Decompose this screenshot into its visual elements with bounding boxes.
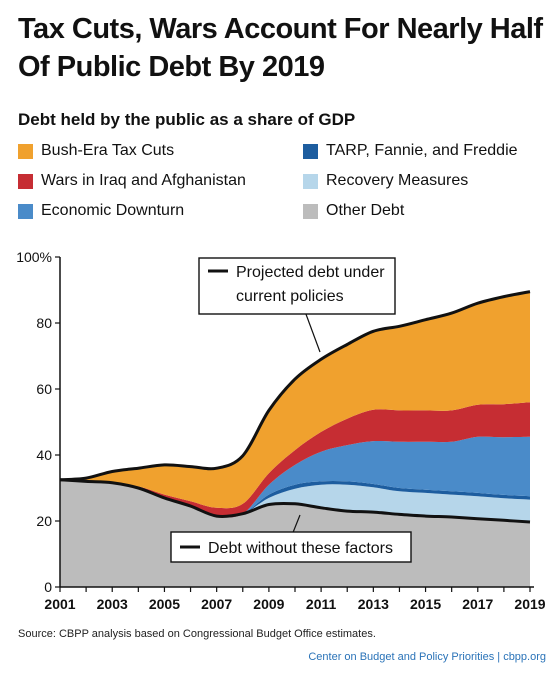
legend-label-recovery: Recovery Measures bbox=[326, 172, 469, 189]
y-tick-label: 20 bbox=[36, 513, 52, 529]
line-without-factors bbox=[59, 478, 531, 524]
area-tarp-fannie-and-freddie bbox=[60, 479, 530, 517]
area-wars-in-iraq-and-afghanistan bbox=[60, 402, 530, 518]
area-economic-downturn bbox=[60, 436, 530, 518]
area-recovery-measures bbox=[60, 479, 530, 522]
x-tick-label: 2017 bbox=[462, 596, 493, 612]
legend-label-other: Other Debt bbox=[326, 202, 405, 219]
source-note: Source: CBPP analysis based on Congressi… bbox=[18, 628, 376, 640]
x-tick-label: 2001 bbox=[44, 596, 75, 612]
legend-label-downturn: Economic Downturn bbox=[41, 202, 185, 219]
legend: Bush-Era Tax Cuts Wars in Iraq and Afgha… bbox=[18, 142, 548, 242]
title-line-2: Of Public Debt By 2019 bbox=[18, 51, 325, 83]
legend-item-tax-cuts: Bush-Era Tax Cuts bbox=[18, 142, 174, 160]
annotation-projected: Projected debt under current policies bbox=[198, 257, 396, 353]
legend-swatch-recovery bbox=[303, 173, 318, 189]
legend-label-tarp: TARP, Fannie, and Freddie bbox=[326, 142, 518, 159]
stacked-area-chart: 0 20 40 60 80 100% 2001 2003 2005 2007 2009 2011 201… bbox=[16, 249, 546, 612]
legend-item-downturn: Economic Downturn bbox=[18, 202, 184, 220]
line-projected-total bbox=[59, 290, 531, 482]
series-lines bbox=[59, 290, 531, 524]
x-tick-label: 2015 bbox=[410, 596, 441, 612]
legend-item-tarp: TARP, Fannie, and Freddie bbox=[303, 142, 518, 160]
x-tick-label: 2003 bbox=[97, 596, 128, 612]
area-bush-era-tax-cuts bbox=[60, 291, 530, 509]
chart-title: Tax Cuts, Wars Account For Nearly Half O… bbox=[18, 10, 548, 86]
annotation-text-projected-1: Projected debt under bbox=[236, 264, 385, 281]
annotation-without: Debt without these factors bbox=[170, 514, 412, 563]
title-line-1: Tax Cuts, Wars Account For Nearly Half bbox=[18, 13, 543, 45]
y-tick-label: 60 bbox=[36, 381, 52, 397]
x-tick-label: 2013 bbox=[358, 596, 389, 612]
legend-label-wars: Wars in Iraq and Afghanistan bbox=[41, 172, 246, 189]
y-tick-label: 100% bbox=[16, 249, 52, 265]
legend-item-wars: Wars in Iraq and Afghanistan bbox=[18, 172, 246, 190]
legend-swatch-tarp bbox=[303, 143, 318, 159]
chart-subtitle: Debt held by the public as a share of GD… bbox=[18, 110, 356, 129]
legend-swatch-wars bbox=[18, 173, 33, 189]
legend-item-other: Other Debt bbox=[303, 202, 404, 220]
y-tick-label: 40 bbox=[36, 447, 52, 463]
legend-swatch-tax-cuts bbox=[18, 143, 33, 159]
x-tick-label: 2011 bbox=[306, 596, 337, 612]
x-tick-label: 2007 bbox=[201, 596, 232, 612]
legend-item-recovery: Recovery Measures bbox=[303, 172, 468, 190]
x-tick-label: 2009 bbox=[253, 596, 284, 612]
annotation-text-without: Debt without these factors bbox=[208, 540, 393, 557]
y-tick-label: 0 bbox=[44, 579, 52, 595]
annotation-box-projected bbox=[198, 257, 396, 315]
x-tick-label: 2005 bbox=[149, 596, 180, 612]
x-tick-label: 2019 bbox=[514, 596, 545, 612]
axes: 0 20 40 60 80 100% 2001 2003 2005 2007 2009 2011 201… bbox=[16, 249, 546, 612]
org-credit: Center on Budget and Policy Priorities |… bbox=[308, 651, 546, 663]
annotation-text-projected-2: current policies bbox=[236, 288, 344, 305]
legend-label-tax-cuts: Bush-Era Tax Cuts bbox=[41, 142, 175, 159]
legend-swatch-other bbox=[303, 203, 318, 219]
y-tick-label: 80 bbox=[36, 315, 52, 331]
annotation-box-without bbox=[170, 531, 412, 563]
legend-swatch-downturn bbox=[18, 203, 33, 219]
